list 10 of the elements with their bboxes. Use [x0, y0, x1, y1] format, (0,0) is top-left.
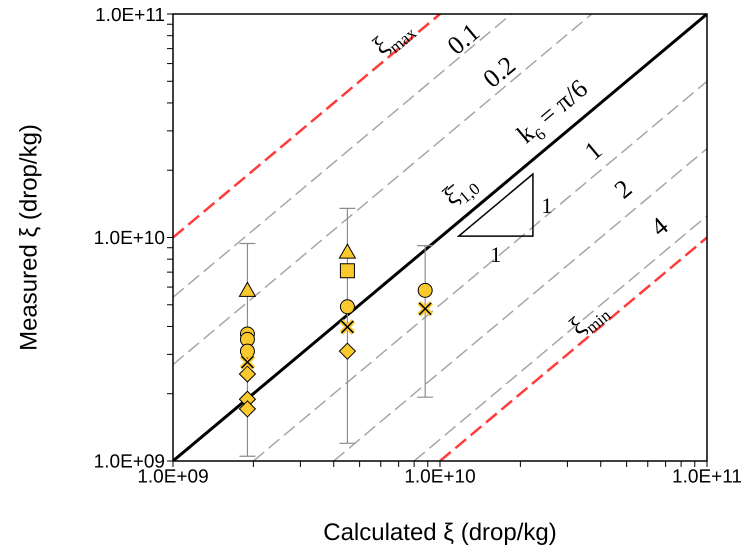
x-axis-title: Calculated ξ (drop/kg) — [323, 519, 557, 546]
y-axis-title: Measured ξ (drop/kg) — [16, 124, 43, 351]
annotation: 1 — [578, 135, 608, 166]
annotation: 2 — [608, 174, 638, 204]
x-tick-label: 1.0E+11 — [672, 466, 742, 488]
annotation: 4 — [645, 211, 674, 242]
y-tick-label: 1.0E+10 — [94, 228, 165, 250]
annotation: 1 — [541, 193, 552, 218]
x-tick-label: 1.0E+10 — [404, 466, 476, 488]
annotation: 1 — [490, 242, 502, 268]
